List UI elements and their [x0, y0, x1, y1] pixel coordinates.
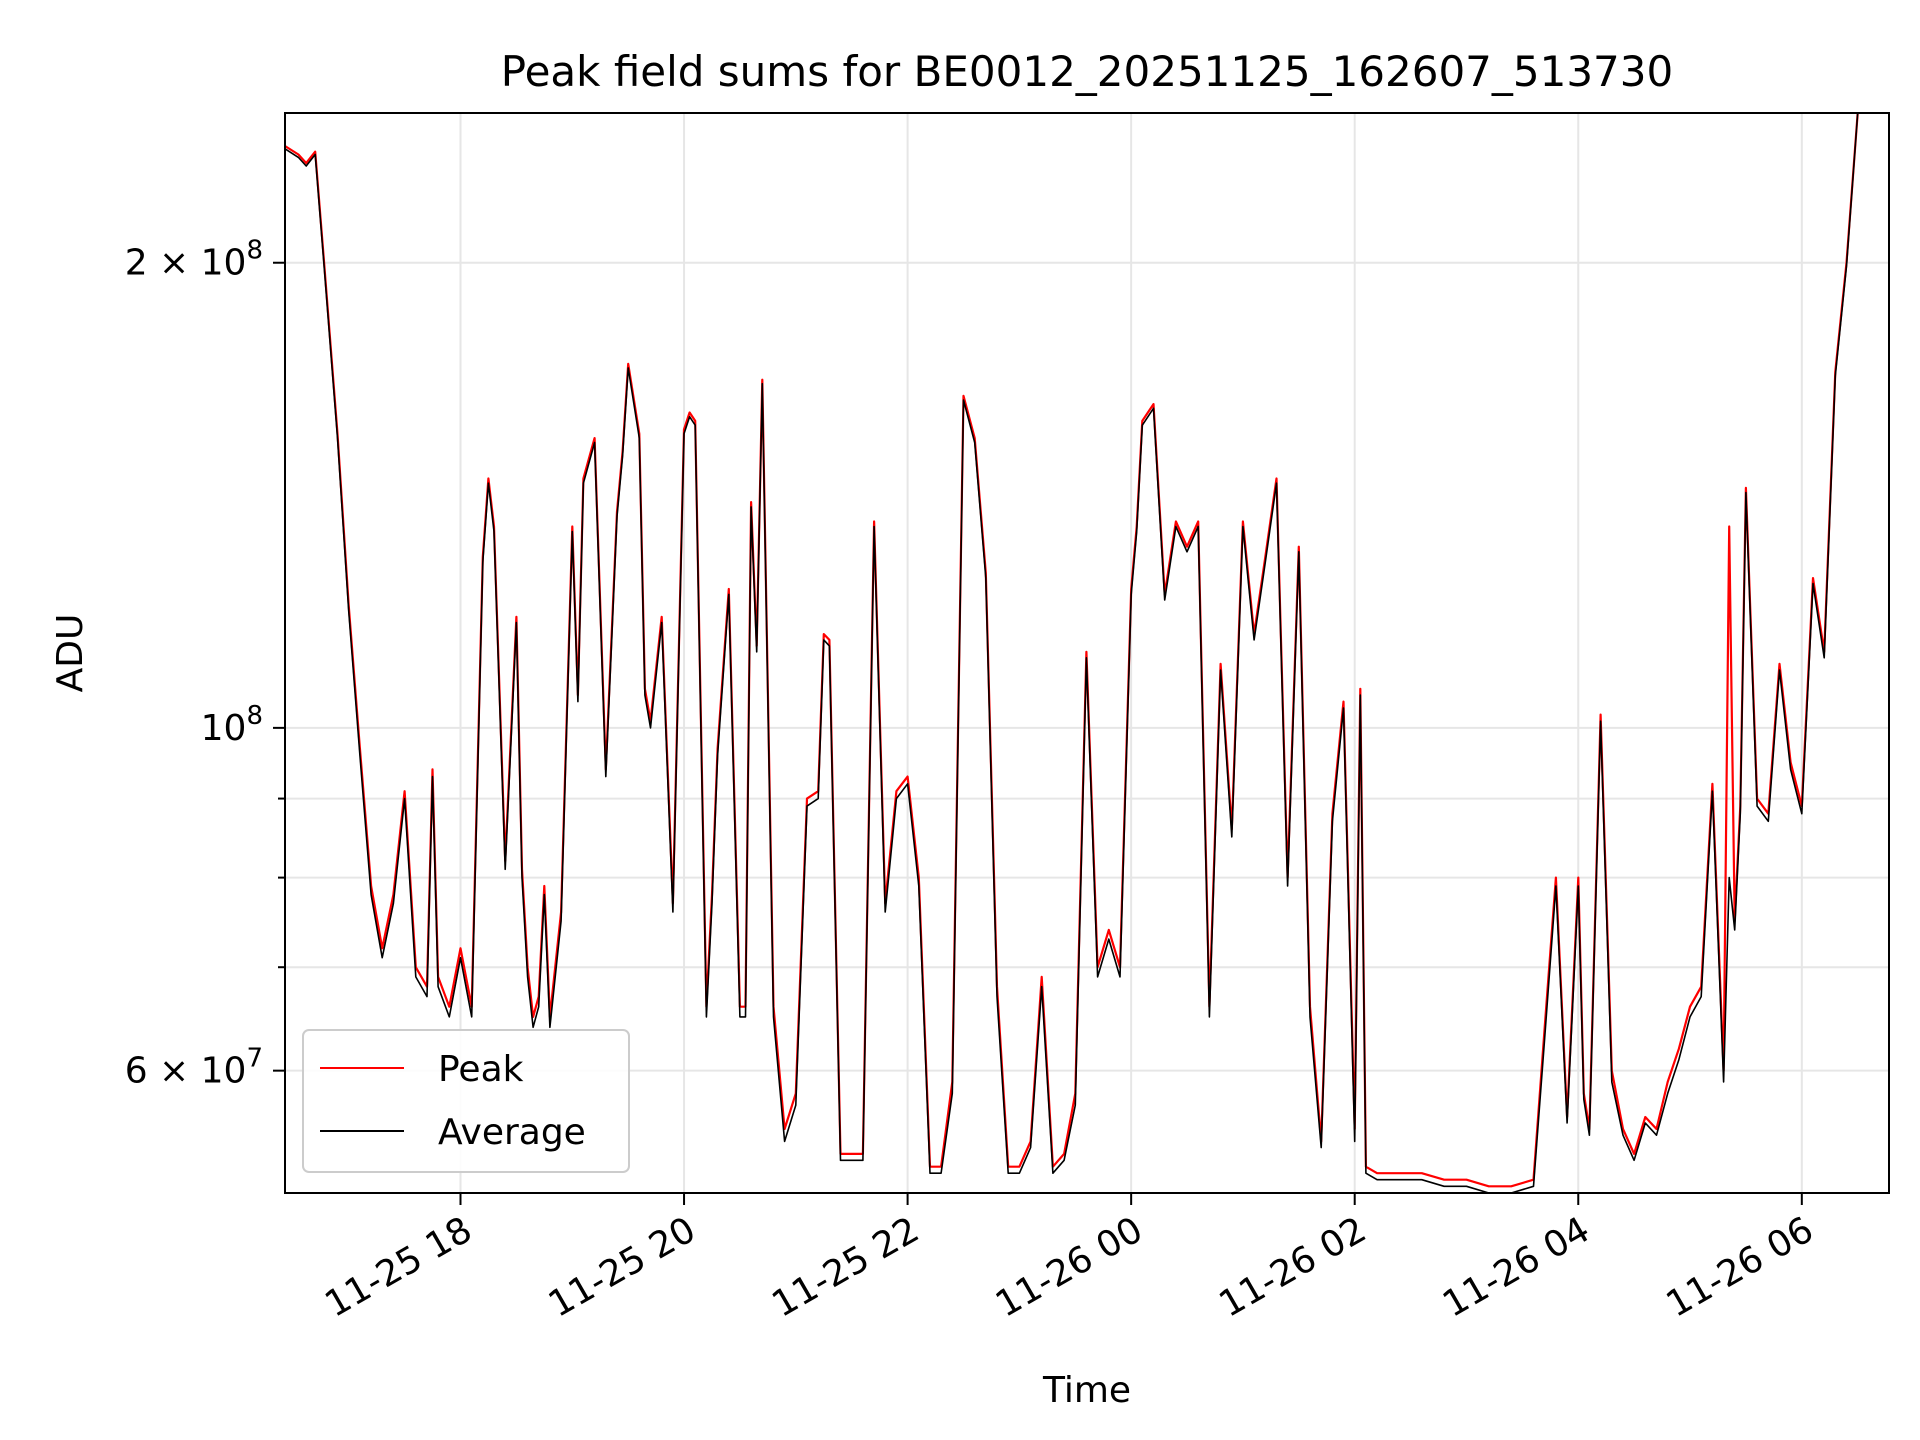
legend-label-peak: Peak: [438, 1049, 524, 1090]
y-axis-title: ADU: [50, 614, 91, 693]
plot-frame: [284, 112, 1890, 1194]
y-tick-mantissa: 10: [201, 708, 247, 749]
y-tick-exponent: 8: [246, 236, 263, 266]
y-tick-mantissa: 2 × 10: [125, 243, 247, 284]
x-axis-title: Time: [1042, 1370, 1131, 1411]
series-line-average: [284, 112, 1859, 1194]
y-tick-mantissa: 6 × 10: [125, 1051, 247, 1092]
y-tick-label: 2 × 108: [125, 236, 263, 284]
legend-label-average: Average: [438, 1112, 586, 1153]
y-tick-label: 108: [201, 701, 263, 749]
legend: Peak Average: [302, 1029, 630, 1173]
chart-title: Peak field sums for BE0012_20251125_1626…: [501, 47, 1673, 96]
y-tick-exponent: 7: [246, 1044, 263, 1074]
y-tick-label: 6 × 107: [125, 1044, 263, 1092]
legend-box: [302, 1029, 630, 1173]
series-layer: [284, 112, 1859, 1194]
y-tick-exponent: 8: [246, 701, 263, 731]
